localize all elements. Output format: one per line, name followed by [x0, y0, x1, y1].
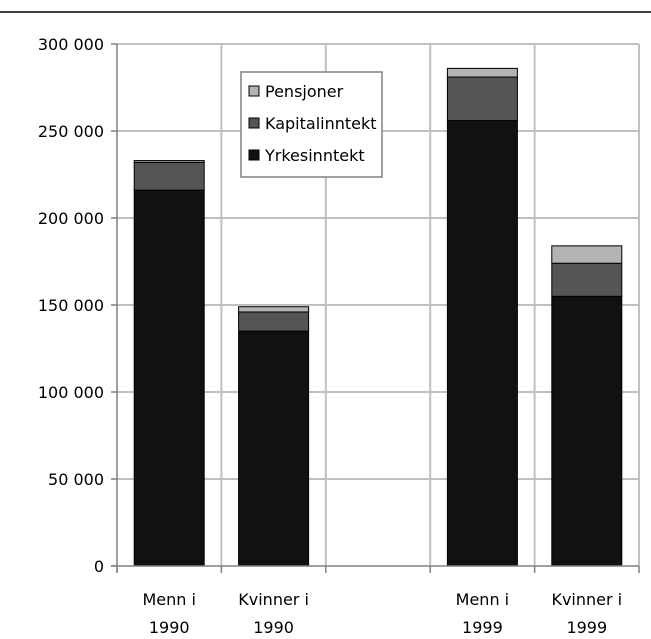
- y-tick-label: 200 000: [38, 209, 104, 228]
- x-tick-label: Kvinner i: [551, 590, 622, 609]
- bar-segment-pensjoner: [238, 306, 310, 313]
- legend-swatch-kapitalinntekt: [248, 117, 260, 129]
- bar-segment-yrkesinntekt: [551, 295, 623, 567]
- x-tick-label: 1990: [253, 618, 294, 637]
- bar-segment-kapitalinntekt: [551, 262, 623, 297]
- x-tick-label: Kvinner i: [238, 590, 309, 609]
- legend-label-yrkesinntekt: Yrkesinntekt: [264, 146, 365, 165]
- bar-segment-kapitalinntekt: [238, 311, 310, 332]
- x-axis-tick-labels: Menn i 1990 Kvinner i 1990 Menn i 1999 Kvinner…: [142, 590, 622, 637]
- x-tick-label: Menn i: [456, 590, 509, 609]
- bar-segment-kapitalinntekt: [446, 76, 518, 122]
- bar-segment-yrkesinntekt: [446, 120, 518, 567]
- legend-box: [240, 71, 383, 178]
- x-tick-label: Menn i: [142, 590, 195, 609]
- x-tick-label: 1990: [149, 618, 190, 637]
- y-tick-label: 50 000: [48, 470, 104, 489]
- y-tick-label: 300 000: [38, 35, 104, 54]
- bar-segment-pensjoner: [446, 67, 518, 78]
- x-tick-label: 1999: [462, 618, 503, 637]
- legend: Pensjoner Kapitalinntekt Yrkesinntekt: [240, 71, 383, 178]
- bar-segment-pensjoner: [551, 245, 623, 264]
- y-tick-label: 250 000: [38, 122, 104, 141]
- bar-segment-yrkesinntekt: [238, 330, 310, 567]
- y-tick-label: 150 000: [38, 296, 104, 315]
- y-axis-tick-labels: 0 50 000 100 000 150 000 200 000 250 000 300 0…: [38, 35, 104, 576]
- legend-label-kapitalinntekt: Kapitalinntekt: [265, 114, 377, 133]
- axes: [111, 43, 640, 573]
- y-tick-label: 100 000: [38, 383, 104, 402]
- x-tick-label: 1999: [566, 618, 607, 637]
- legend-swatch-yrkesinntekt: [248, 149, 260, 161]
- bar-segment-pensjoner: [133, 160, 205, 163]
- legend-label-pensjoner: Pensjoner: [265, 82, 344, 101]
- bar-segment-yrkesinntekt: [133, 189, 205, 567]
- bars: [133, 67, 623, 567]
- bar-segment-kapitalinntekt: [133, 161, 205, 191]
- y-tick-label: 0: [94, 557, 104, 576]
- legend-swatch-pensjoner: [248, 85, 260, 97]
